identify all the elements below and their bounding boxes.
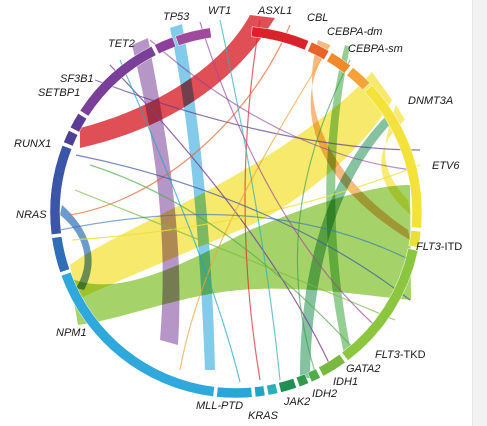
label-sf3b1: SF3B1 [60, 73, 94, 85]
arc-gata2 [307, 368, 321, 383]
label-flt3-itd-gene: FLT3 [416, 241, 442, 253]
arc-sf3b1 [69, 113, 88, 133]
right-edge-strip [472, 0, 487, 426]
label-flt3-itd: FLT3-ITD [416, 241, 462, 253]
arc-tp53 [154, 36, 177, 55]
arc-setbp1 [63, 130, 79, 147]
ribbon-dnmt3a-npm1 [70, 72, 392, 300]
label-jak2: JAK2 [283, 396, 310, 408]
arc-kras [254, 385, 266, 398]
label-setbp1: SETBP1 [38, 87, 80, 99]
arc-mll-ptd [216, 386, 253, 399]
gene-arc-ring [49, 26, 423, 399]
gene-labels: ASXL1 WT1 TP53 CBL CEBPA-dm CEBPA-sm TET… [14, 5, 462, 422]
label-flt3-tkd: FLT3-TKD [375, 349, 426, 361]
arc-runx1 [49, 145, 73, 235]
ribbon-tet2-npm1 [132, 38, 180, 345]
arc-tet2 [79, 45, 157, 117]
thin-link [244, 19, 261, 381]
thin-link [89, 164, 356, 351]
arc-flt3-itd [341, 248, 419, 361]
label-cebpa-sm: CEBPA-sm [348, 43, 403, 55]
arc-jak2 [266, 383, 279, 396]
label-kras: KRAS [248, 410, 279, 422]
thin-link [74, 189, 396, 321]
ribbon-gata2-cebpa [326, 45, 352, 358]
thin-link [219, 19, 281, 381]
label-runx1: RUNX1 [14, 138, 51, 150]
arc-npm1 [60, 271, 215, 397]
thin-link [59, 213, 411, 261]
label-flt3-tkd-suffix: -TKD [400, 349, 426, 361]
arc-cebpa-sm [346, 67, 371, 91]
thin-link [199, 21, 381, 331]
ribbon-layer [59, 15, 421, 383]
ribbon-nras-npm1 [60, 205, 92, 290]
thin-link [296, 59, 351, 373]
label-wt1: WT1 [208, 5, 231, 17]
label-etv6: ETV6 [432, 160, 460, 172]
label-cebpa-dm: CEBPA-dm [327, 26, 382, 38]
label-flt3-tkd-gene: FLT3 [375, 349, 401, 361]
arc-dnmt3a [364, 84, 423, 229]
arc-idh1 [295, 373, 310, 388]
label-flt3-itd-suffix: -ITD [441, 241, 462, 253]
thin-link [149, 39, 413, 171]
thin-link [119, 59, 241, 383]
label-asxl1: ASXL1 [257, 5, 292, 17]
thin-link [69, 24, 291, 216]
arc-asxl1 [251, 26, 310, 51]
thin-link [94, 79, 421, 151]
arc-etv6 [408, 230, 422, 248]
arc-nras [51, 236, 70, 273]
label-tp53: TP53 [163, 11, 190, 23]
label-mll-ptd: MLL-PTD [196, 400, 243, 412]
thin-link-lines [59, 19, 421, 383]
label-gata2: GATA2 [346, 363, 380, 375]
label-nras: NRAS [16, 209, 47, 221]
label-cbl: CBL [307, 12, 328, 24]
label-idh1: IDH1 [333, 376, 358, 388]
arc-idh2 [278, 378, 297, 393]
thin-link [71, 164, 421, 241]
label-tet2: TET2 [108, 38, 135, 50]
label-idh2: IDH2 [312, 388, 337, 400]
arc-cebpa-dm [326, 52, 351, 74]
thin-link [75, 154, 411, 301]
label-dnmt3a: DNMT3A [408, 95, 453, 107]
arc-cbl [307, 41, 330, 60]
arc-flt3-tkd [318, 354, 346, 377]
arc-wt1 [175, 27, 212, 46]
ribbon-dnmt3a-flt3-itd [381, 105, 411, 215]
chord-diagram: ASXL1 WT1 TP53 CBL CEBPA-dm CEBPA-sm TET… [14, 5, 462, 422]
thin-link [179, 44, 331, 371]
label-npm1: NPM1 [56, 327, 87, 339]
